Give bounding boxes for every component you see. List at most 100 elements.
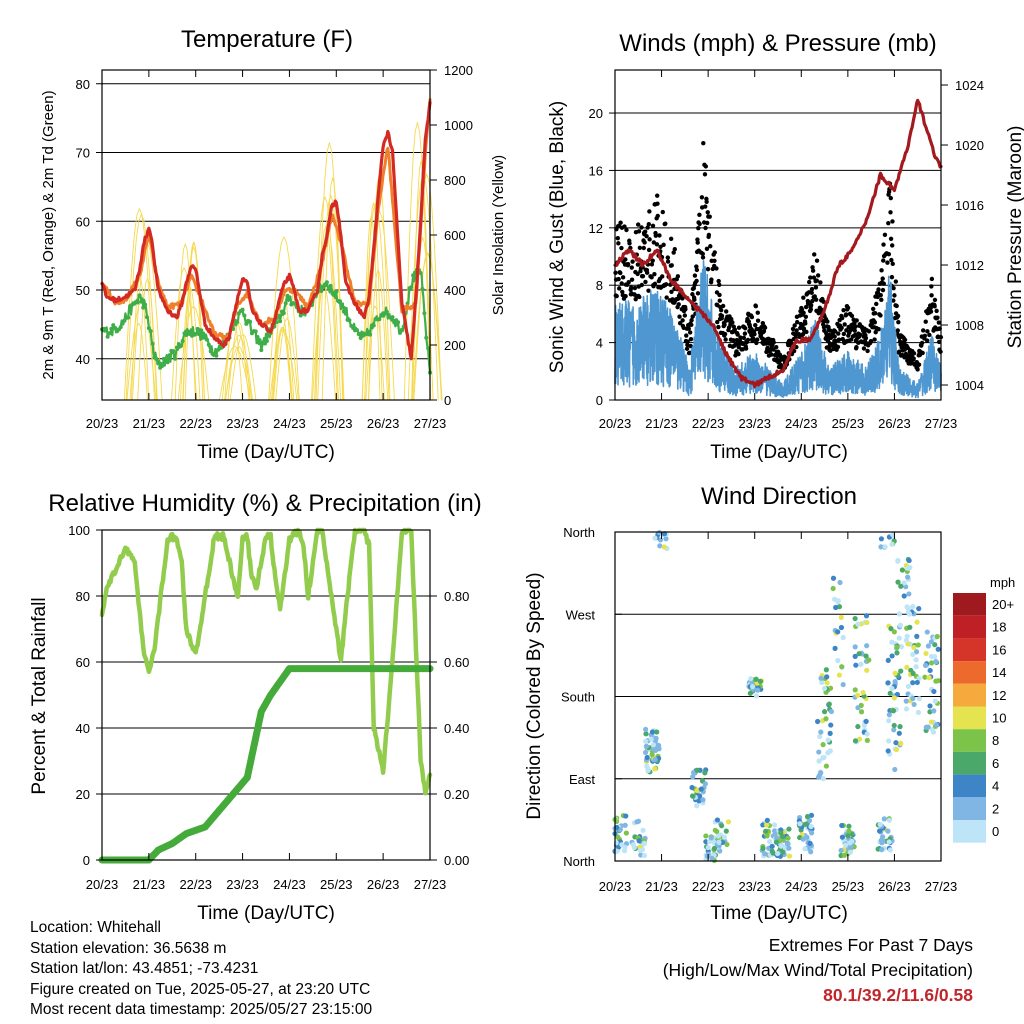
direction-point (755, 687, 761, 693)
direction-point (840, 634, 846, 641)
dewpoint-point (399, 327, 404, 332)
direction-point (852, 653, 858, 659)
direction-point (833, 604, 839, 611)
gust-point (863, 335, 869, 341)
gust-point (923, 319, 928, 324)
gust-point (922, 333, 928, 338)
gust-point (706, 232, 712, 238)
direction-point (649, 751, 655, 758)
gust-point (794, 328, 799, 333)
gust-point (694, 278, 699, 284)
direction-point (922, 662, 929, 669)
gust-point (876, 327, 881, 332)
gust-point (718, 308, 724, 313)
gust-point (929, 276, 935, 282)
direction-point (878, 536, 885, 542)
insolation-line (130, 277, 150, 401)
gust-point (647, 237, 652, 242)
direction-point (889, 541, 895, 547)
gust-point (736, 325, 742, 330)
direction-point (931, 688, 937, 695)
x-tick-label: 22/23 (179, 416, 212, 431)
y-tick-label: 40 (76, 352, 90, 367)
y-tick-label: North (563, 525, 595, 540)
gust-point (888, 195, 893, 201)
direction-point (847, 840, 853, 846)
direction-point (889, 685, 895, 692)
direction-point (905, 565, 911, 571)
wind-direction-panel: Wind Direction North East South West North 2… (524, 483, 1015, 924)
gust-point (813, 285, 819, 290)
direction-point (886, 839, 892, 845)
temperature-ylabel-left: 2m & 9m T (Red, Orange) & 2m Td (Green) (40, 90, 57, 379)
direction-point (815, 774, 822, 780)
legend-label: 0 (992, 824, 999, 839)
y-tick-label: 0.40 (444, 721, 469, 736)
direction-point (653, 735, 659, 741)
direction-point (778, 843, 784, 849)
insolation-line (184, 241, 204, 401)
direction-point (863, 718, 869, 725)
x-tick-label: 22/23 (179, 877, 212, 892)
dewpoint-point (103, 326, 108, 331)
dewpoint-point (240, 307, 245, 312)
direction-point (689, 784, 695, 791)
direction-point (894, 644, 900, 650)
direction-point (858, 709, 865, 715)
gust-point (684, 333, 689, 338)
gust-point (882, 232, 888, 237)
winds-frame (614, 69, 942, 401)
dewpoint-point (338, 299, 343, 304)
direction-point (635, 818, 642, 824)
direction-point (663, 536, 669, 542)
gust-point (629, 277, 635, 282)
y-tick-label: 800 (444, 173, 466, 188)
direction-point (923, 650, 929, 657)
direction-point (636, 838, 642, 844)
y-tick-label: 1008 (955, 318, 984, 333)
gust-point (920, 350, 925, 356)
gust-point (692, 273, 698, 278)
direction-point (864, 731, 870, 737)
gust-point (818, 280, 823, 285)
gust-point (815, 273, 821, 278)
dewpoint-point (184, 332, 189, 337)
insolation-line (225, 334, 254, 401)
gust-point (801, 295, 806, 300)
direction-point (652, 756, 658, 763)
legend-swatch (953, 593, 986, 616)
dewpoint-point (141, 305, 146, 310)
gust-point (873, 329, 878, 335)
direction-point (910, 604, 916, 610)
legend-swatch (953, 820, 986, 843)
gust-point (655, 201, 660, 206)
insolation-line (177, 305, 210, 401)
gust-point (619, 281, 624, 286)
direction-point (923, 724, 929, 730)
direction-point (839, 834, 846, 840)
gust-point (872, 337, 877, 342)
direction-point (896, 611, 903, 617)
direction-point (697, 793, 703, 799)
direction-point (878, 544, 884, 550)
direction-point (934, 633, 940, 640)
y-tick-label: 80 (76, 77, 90, 92)
gust-point (808, 302, 814, 308)
direction-point (896, 730, 902, 736)
gust-point (690, 292, 695, 297)
y-tick-label: 200 (444, 338, 466, 353)
direction-point (837, 579, 843, 586)
gust-point (894, 303, 899, 309)
y-tick-label: 1000 (444, 118, 473, 133)
dewpoint-point (283, 301, 288, 306)
x-tick-label: 26/23 (367, 416, 400, 431)
direction-point (852, 687, 858, 693)
direction-point (818, 675, 824, 681)
gust-point (724, 309, 729, 314)
direction-point (891, 722, 897, 729)
direction-point (762, 851, 768, 857)
gust-point (650, 223, 656, 228)
direction-point (748, 676, 754, 682)
gust-point (749, 314, 755, 320)
gust-point (720, 303, 726, 309)
